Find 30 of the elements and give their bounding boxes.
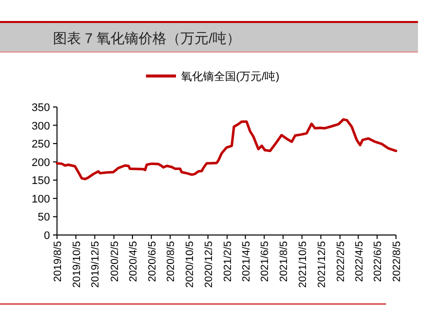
x-tick-label: 2022/8/5 [391,240,403,282]
x-tick-label: 2021/8/5 [278,240,290,282]
legend: 氧化镝全国(万元/吨) [146,71,280,83]
x-tick-label: 2020/12/5 [202,240,215,288]
x-tick-label: 2021/10/5 [296,240,309,288]
x-tick-label: 2019/12/5 [90,240,102,288]
x-tick-label: 2020/2/5 [108,240,121,282]
x-tick-label: 2019/10/5 [70,240,83,288]
x-tick-label: 2022/6/5 [372,240,384,282]
y-tick-label: 250 [32,138,50,151]
x-tick-label: 2020/10/5 [184,240,196,288]
y-tick-label: 350 [32,102,50,114]
legend-label: 氧化镝全国(万元/吨) [181,70,280,83]
x-tick-label: 2021/6/5 [259,240,272,282]
y-tick-label: 200 [32,156,50,169]
x-tick-label: 2019/8/5 [52,240,64,282]
y-tick-label: 50 [38,212,50,224]
x-tick-label: 2021/2/5 [222,240,234,282]
title: 图表 7 氧化镝价格（万元/吨） [53,30,240,46]
y-tick-label: 100 [32,193,50,206]
y-tick-label: 150 [32,175,50,188]
x-tick-label: 2021/12/5 [316,240,328,288]
x-tick-label: 2022/4/5 [353,240,366,282]
x-tick-label: 2020/4/5 [127,240,140,282]
x-tick-label: 2021/4/5 [240,240,252,282]
x-tick-label: 2020/8/5 [165,240,178,282]
x-tick-label: 2020/6/5 [146,240,158,282]
y-tick-label: 0 [44,230,50,242]
y-tick-label: 300 [32,120,50,132]
x-tick-label: 2022/2/5 [335,240,348,282]
